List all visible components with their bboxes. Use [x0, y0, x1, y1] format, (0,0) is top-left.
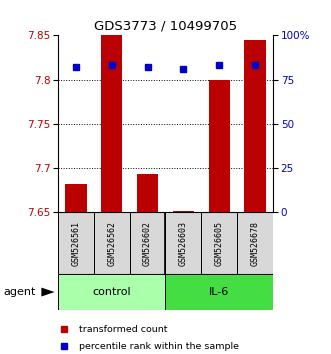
Bar: [137, 174, 158, 212]
Text: percentile rank within the sample: percentile rank within the sample: [79, 342, 239, 351]
Text: GSM526605: GSM526605: [215, 221, 224, 266]
Text: GSM526602: GSM526602: [143, 221, 152, 266]
Bar: [65, 184, 87, 212]
Bar: [201, 212, 237, 274]
Bar: [94, 212, 130, 274]
Text: GSM526561: GSM526561: [71, 221, 80, 266]
Bar: [130, 212, 166, 274]
Text: GSM526562: GSM526562: [107, 221, 116, 266]
Text: transformed count: transformed count: [79, 325, 168, 334]
Text: agent: agent: [3, 287, 36, 297]
Text: GSM526603: GSM526603: [179, 221, 188, 266]
Bar: [244, 40, 266, 212]
Polygon shape: [41, 287, 55, 297]
Text: GDS3773 / 10499705: GDS3773 / 10499705: [94, 19, 237, 33]
Text: GSM526678: GSM526678: [251, 221, 260, 266]
Bar: [58, 212, 94, 274]
Bar: [101, 35, 122, 212]
Bar: [237, 212, 273, 274]
Bar: [166, 212, 201, 274]
Bar: [58, 274, 166, 310]
Text: control: control: [92, 287, 131, 297]
Bar: [166, 274, 273, 310]
Bar: [209, 80, 230, 212]
Bar: [173, 211, 194, 212]
Text: IL-6: IL-6: [209, 287, 229, 297]
